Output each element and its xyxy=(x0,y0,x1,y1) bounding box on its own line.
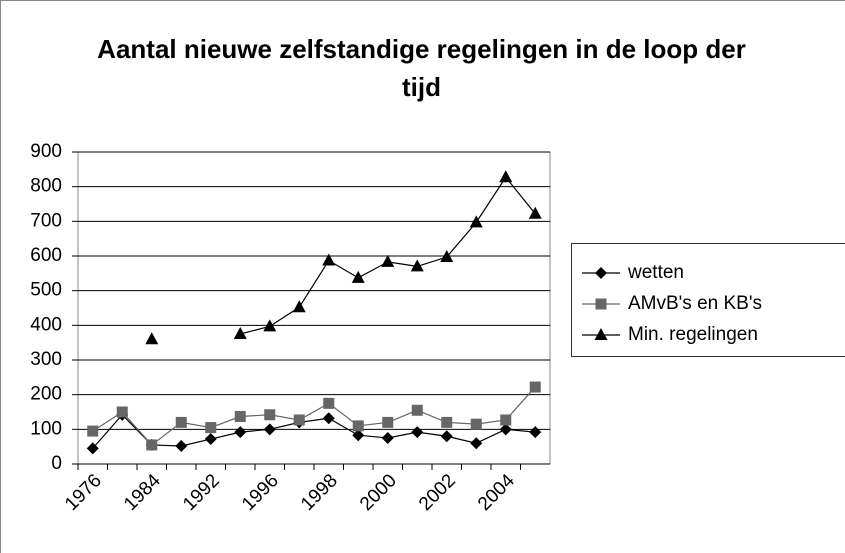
legend-label: wetten xyxy=(627,262,684,283)
y-tick-label: 200 xyxy=(30,384,62,405)
marker xyxy=(528,206,542,219)
x-tick-label: 1996 xyxy=(238,470,283,515)
y-tick-label: 300 xyxy=(30,349,62,370)
y-tick-label: 700 xyxy=(30,210,62,231)
marker xyxy=(595,267,607,279)
marker xyxy=(352,420,364,432)
marker xyxy=(470,437,483,450)
marker xyxy=(263,319,277,332)
marker xyxy=(500,414,512,426)
marker xyxy=(264,409,276,421)
legend-box xyxy=(571,243,845,357)
marker xyxy=(322,253,336,266)
marker xyxy=(205,422,217,434)
marker xyxy=(440,250,454,263)
marker xyxy=(440,430,453,443)
marker xyxy=(469,215,483,228)
x-tick-label: 1976 xyxy=(61,470,106,515)
marker xyxy=(146,439,158,451)
marker xyxy=(175,439,188,452)
marker xyxy=(175,416,187,428)
x-tick-label: 1984 xyxy=(120,470,165,515)
y-tick-label: 100 xyxy=(30,418,62,439)
x-tick-label: 2002 xyxy=(415,470,460,515)
marker xyxy=(292,300,306,313)
y-tick-label: 800 xyxy=(30,176,62,197)
marker xyxy=(233,327,247,339)
marker xyxy=(351,270,365,283)
marker xyxy=(293,414,305,426)
marker xyxy=(323,397,335,409)
marker xyxy=(411,404,423,416)
marker xyxy=(499,423,512,436)
legend-label: Min. regelingen xyxy=(628,324,758,345)
marker xyxy=(263,423,276,436)
marker xyxy=(234,426,247,439)
marker xyxy=(145,332,159,345)
marker xyxy=(441,416,453,428)
marker xyxy=(322,412,335,425)
marker xyxy=(204,433,217,446)
marker xyxy=(595,298,607,310)
marker xyxy=(381,432,394,444)
y-tick-label: 0 xyxy=(51,453,62,474)
marker xyxy=(381,254,395,267)
marker xyxy=(352,429,365,442)
x-tick-label: 2000 xyxy=(356,470,401,515)
marker xyxy=(529,381,541,393)
y-tick-label: 900 xyxy=(30,141,62,162)
legend-label: AMvB's en KB's xyxy=(628,293,762,314)
marker xyxy=(470,418,482,430)
series-line xyxy=(92,386,536,446)
series-line xyxy=(92,413,536,449)
marker xyxy=(87,425,99,437)
x-tick-label: 1998 xyxy=(297,470,342,515)
y-tick-label: 400 xyxy=(30,314,62,335)
marker xyxy=(116,406,128,418)
marker xyxy=(594,328,608,340)
marker xyxy=(86,442,99,455)
x-tick-label: 1992 xyxy=(179,470,224,515)
x-tick-label: 2004 xyxy=(474,470,519,515)
chart-title: Aantal nieuwe zelfstandige regelingen in… xyxy=(97,34,746,102)
marker xyxy=(529,426,542,439)
marker xyxy=(234,411,246,423)
plot-area xyxy=(77,151,551,465)
marker xyxy=(411,426,424,439)
marker xyxy=(410,259,424,272)
marker xyxy=(382,416,394,428)
y-tick-label: 500 xyxy=(30,280,62,301)
y-tick-label: 600 xyxy=(30,245,62,266)
marker xyxy=(499,170,513,183)
